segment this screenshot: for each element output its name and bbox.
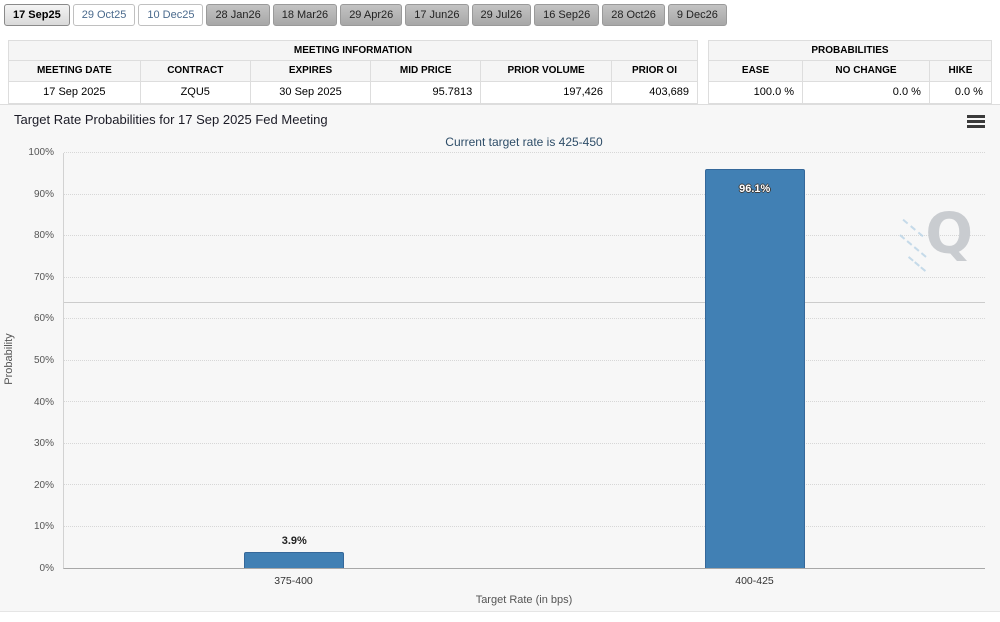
value-ease: 100.0 %: [753, 86, 795, 98]
probabilities-header-row: EASE NO CHANGE HIKE: [709, 61, 991, 82]
bar-value-label: 96.1%: [739, 183, 771, 196]
col-no-change: NO CHANGE: [802, 61, 929, 81]
gridline: [64, 484, 985, 485]
plot-bar[interactable]: [244, 551, 345, 568]
meeting-tab-9-dec26[interactable]: 9 Dec26: [667, 4, 727, 26]
gridline: [64, 276, 985, 278]
value-mid-price: 95.7813: [370, 82, 480, 103]
gridline: [64, 152, 985, 153]
meeting-information-panel: MEETING INFORMATION MEETING DATE CONTRAC…: [8, 40, 698, 104]
meeting-information-header-row: MEETING DATE CONTRACT EXPIRES MID PRICE …: [9, 61, 697, 82]
meeting-tab-29-apr26[interactable]: 29 Apr26: [340, 4, 403, 26]
y-tick-label: 0%: [39, 563, 54, 574]
gridline: [64, 318, 985, 319]
col-hike: HIKE: [928, 61, 991, 81]
meeting-tabs: 17 Sep25 29 Oct25 10 Dec25 28 Jan26 18 M…: [4, 4, 727, 26]
y-tick-label: 70%: [33, 271, 54, 283]
col-prior-volume: PRIOR VOLUME: [480, 61, 611, 81]
meeting-tab-28-oct26[interactable]: 28 Oct26: [602, 4, 665, 26]
y-tick-label: 80%: [33, 230, 54, 242]
value-hike: 0.0 %: [928, 82, 991, 103]
col-ease: EASE: [741, 65, 770, 76]
meeting-tab-29-jul26[interactable]: 29 Jul26: [471, 4, 532, 26]
probabilities-panel: PROBABILITIES EASE NO CHANGE HIKE 100.0 …: [708, 40, 992, 104]
y-tick-label: 60%: [33, 313, 54, 325]
chart-title: Target Rate Probabilities for 17 Sep 202…: [14, 112, 328, 127]
value-prior-oi: 403,689: [610, 82, 697, 103]
plot-area: Q 3.9% 96.1%: [63, 152, 985, 569]
chart-panel: Target Rate Probabilities for 17 Sep 202…: [0, 104, 1000, 612]
meeting-tab-29-oct25[interactable]: 29 Oct25: [72, 4, 136, 26]
col-mid-price: MID PRICE: [370, 61, 480, 81]
y-tick-label: 100%: [28, 147, 54, 158]
x-category-label: 375-400: [274, 575, 313, 587]
col-prior-oi: PRIOR OI: [610, 61, 697, 81]
plot-bar[interactable]: [704, 169, 805, 568]
bar-value-label: 3.9%: [281, 534, 307, 547]
watermark-letter: Q: [925, 202, 973, 267]
y-tick-label: 90%: [33, 188, 54, 200]
value-no-change: 0.0 %: [802, 82, 929, 103]
gridline: [64, 442, 985, 444]
gridline: [64, 193, 985, 195]
value-contract: ZQU5: [139, 82, 250, 103]
gridline: [64, 525, 985, 527]
meeting-tab-10-dec25[interactable]: 10 Dec25: [138, 4, 204, 26]
value-expires: 30 Sep 2025: [249, 82, 370, 103]
y-axis-labels: 0% 10% 20% 30% 40% 50% 60% 70% 80% 90% 100%: [0, 148, 58, 574]
col-meeting-date: MEETING DATE: [36, 65, 112, 76]
value-meeting-date: 17 Sep 2025: [43, 86, 106, 98]
x-axis-title: Target Rate (in bps): [475, 594, 573, 606]
probabilities-value-row: 100.0 % 0.0 % 0.0 %: [709, 82, 991, 103]
gridline: [64, 359, 985, 361]
reference-line: [64, 302, 985, 304]
y-tick-label: 30%: [33, 438, 54, 450]
gridline: [64, 401, 985, 402]
value-prior-volume: 197,426: [480, 82, 611, 103]
meeting-information-value-row: 17 Sep 2025 ZQU5 30 Sep 2025 95.7813 197…: [9, 82, 697, 103]
col-contract: CONTRACT: [139, 61, 250, 81]
y-tick-label: 40%: [33, 396, 54, 408]
col-expires: EXPIRES: [249, 61, 370, 81]
chart-subtitle: Current target rate is 425-450: [445, 135, 603, 149]
gridline: [64, 235, 985, 236]
x-category-label: 400-425: [735, 575, 774, 587]
hamburger-menu-icon[interactable]: [967, 115, 985, 129]
meeting-tab-17-jun26[interactable]: 17 Jun26: [405, 4, 469, 26]
quikstrike-watermark-icon: Q: [899, 202, 975, 275]
meeting-tab-28-jan26[interactable]: 28 Jan26: [206, 4, 270, 26]
watermark-dash: [902, 218, 924, 238]
y-tick-label: 50%: [33, 355, 54, 366]
y-tick-label: 20%: [33, 479, 54, 491]
watermark-dash: [899, 234, 927, 258]
watermark-dash: [907, 256, 927, 272]
y-tick-label: 10%: [33, 521, 54, 533]
meeting-information-title: MEETING INFORMATION: [9, 41, 697, 61]
meeting-tab-18-mar26[interactable]: 18 Mar26: [272, 4, 338, 26]
info-panels: MEETING INFORMATION MEETING DATE CONTRAC…: [8, 40, 992, 104]
meeting-tab-17-sep25[interactable]: 17 Sep25: [4, 4, 70, 26]
meeting-tab-16-sep26[interactable]: 16 Sep26: [534, 4, 600, 26]
probabilities-title: PROBABILITIES: [709, 41, 991, 61]
